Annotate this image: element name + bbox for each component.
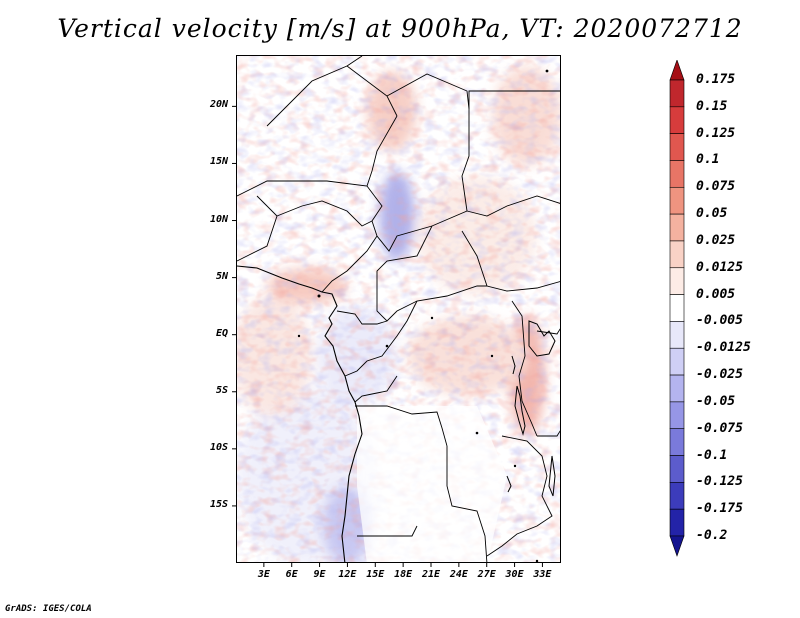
colorbar-label: -0.1	[696, 447, 728, 463]
colorbar-swatch	[669, 106, 685, 134]
colorbar-swatch	[669, 60, 685, 81]
chart-title: Vertical velocity [m/s] at 900hPa, VT: 2…	[57, 14, 743, 43]
colorbar-swatch	[669, 535, 685, 557]
lat-tick-label: 20N	[209, 99, 228, 111]
colorbar-swatch	[669, 455, 685, 483]
colorbar-swatch	[669, 401, 685, 430]
lon-tick-label: 30E	[505, 569, 524, 580]
coastlines	[237, 265, 363, 562]
colorbar-label: -0.125	[696, 474, 743, 490]
colorbar-swatch	[669, 482, 685, 510]
colorbar-label: 0.0125	[696, 259, 743, 275]
colorbar-label: -0.0125	[696, 340, 751, 356]
lat-tick-label: 5S	[215, 384, 228, 396]
colorbar-swatch	[669, 294, 685, 322]
colorbar-swatch	[669, 374, 685, 403]
colorbar-swatch	[669, 186, 685, 215]
lon-tick-label: 21E	[421, 569, 441, 580]
lakes	[506, 320, 556, 497]
lon-tick-label: 9E	[313, 569, 326, 580]
small-lake-markers	[297, 69, 549, 562]
lat-tick-label: 15N	[209, 156, 228, 168]
lat-tick-label: 10S	[209, 441, 228, 453]
lon-tick-label: 15E	[366, 569, 385, 580]
colorbar-swatch	[669, 160, 685, 188]
lon-tick-label: 6E	[285, 569, 298, 580]
colorbar-label: 0.005	[696, 286, 736, 302]
colorbar-label: 0.05	[696, 206, 728, 222]
colorbar-label: -0.025	[696, 367, 743, 383]
lat-tick-label: EQ	[215, 327, 228, 339]
lon-tick-label: 33E	[533, 569, 552, 580]
colorbar-swatch	[669, 267, 685, 295]
colorbar-swatch	[669, 213, 685, 242]
map-panel	[236, 55, 561, 563]
velocity-field-map	[237, 56, 560, 562]
colorbar-label: -0.005	[696, 313, 743, 329]
colorbar-label: -0.05	[696, 393, 736, 409]
lon-tick-label: 3E	[257, 569, 270, 580]
colorbar-label: 0.175	[696, 72, 736, 87]
lon-tick-label: 12E	[338, 569, 357, 580]
colorbar-swatch	[669, 133, 685, 161]
colorbar-label: -0.2	[696, 528, 728, 543]
colorbar-swatch	[669, 508, 685, 537]
colorbar-label: 0.125	[696, 125, 736, 141]
colorbar-label: -0.175	[696, 501, 743, 517]
lat-tick-label: 10N	[209, 213, 228, 225]
lon-tick-label: 27E	[477, 569, 496, 580]
colorbar-label: 0.15	[696, 98, 728, 114]
colorbar-swatch	[669, 79, 685, 108]
colorbar-label: 0.025	[696, 232, 736, 248]
colorbar-label: 0.1	[696, 152, 720, 168]
colorbar-swatch	[669, 428, 685, 456]
colorbar-label: 0.075	[696, 179, 736, 195]
lat-tick-label: 5N	[215, 270, 228, 282]
colorbar-label: -0.075	[696, 420, 743, 436]
lon-tick-label: 18E	[394, 569, 413, 580]
southern-white-region	[357, 406, 507, 562]
colorbar	[669, 60, 685, 557]
lat-tick-label: 15S	[209, 498, 228, 510]
colorbar-swatch	[669, 240, 685, 269]
country-borders	[237, 56, 560, 562]
lon-tick-label: 24E	[449, 569, 468, 580]
colorbar-swatch	[669, 321, 685, 349]
colorbar-swatch	[669, 347, 685, 376]
grads-credit: GrADS: IGES/COLA	[5, 604, 92, 614]
